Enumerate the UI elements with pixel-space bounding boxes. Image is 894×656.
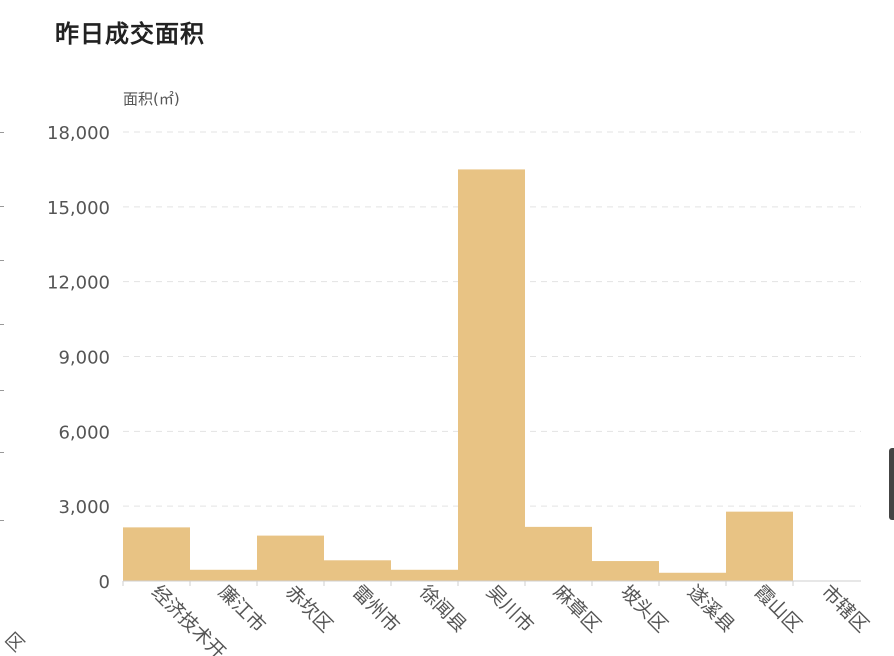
left-tick	[0, 132, 4, 133]
bar	[391, 569, 458, 581]
x-tick-label: 吴川市	[482, 581, 538, 637]
x-tick-label: 霞山区	[750, 581, 806, 637]
left-partial-axis	[0, 0, 20, 656]
axes: 面积(㎡)	[123, 90, 861, 582]
bar	[190, 569, 257, 581]
bar	[324, 560, 391, 581]
x-tick-label: 廉江市	[214, 581, 270, 637]
bar	[726, 511, 793, 581]
y-axis-label: 面积(㎡)	[123, 90, 180, 108]
x-tick-label: 赤坎区	[281, 581, 337, 637]
left-tick	[0, 390, 4, 391]
y-tick-labels: 0 3,000 6,000 9,000 12,000 15,000 18,000	[47, 123, 110, 593]
scrollbar[interactable]	[889, 448, 894, 520]
bar	[659, 572, 726, 581]
y-tick-label: 3,000	[58, 497, 110, 518]
page-title: 昨日成交面积	[55, 20, 205, 48]
left-tick	[0, 206, 4, 207]
bar	[525, 526, 592, 581]
bar	[592, 561, 659, 581]
x-tick-label: 坡头区	[616, 581, 672, 637]
bars	[122, 169, 794, 586]
y-tick-label: 18,000	[47, 123, 110, 144]
left-tick	[0, 260, 4, 261]
x-tick-label: 雷州市	[348, 581, 404, 637]
bar	[123, 527, 190, 581]
bar	[257, 535, 324, 581]
left-tick	[0, 324, 4, 325]
x-tick-label: 徐闻县	[415, 581, 471, 637]
y-tick-label: 15,000	[47, 198, 110, 219]
bar	[458, 169, 525, 581]
y-tick-label: 6,000	[58, 422, 110, 443]
left-tick	[0, 520, 4, 521]
left-tick	[0, 452, 4, 453]
y-tick-label: 12,000	[47, 273, 110, 294]
x-tick-label: 遂溪县	[683, 581, 739, 637]
x-tick-label: 市辖区	[817, 581, 873, 637]
y-tick-label: 0	[99, 572, 110, 593]
x-tick-label: 麻章区	[549, 581, 605, 637]
y-tick-label: 9,000	[58, 348, 110, 369]
